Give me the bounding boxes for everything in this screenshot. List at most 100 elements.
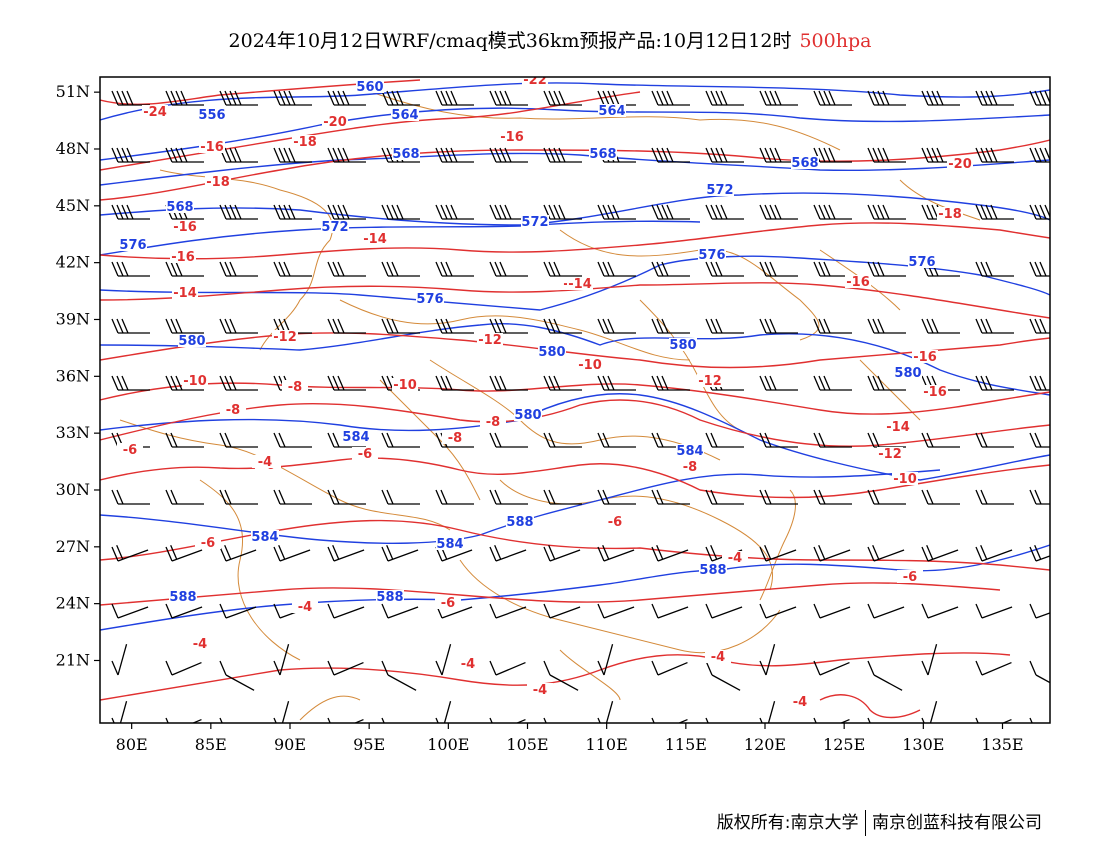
label-bg — [477, 333, 503, 346]
wind-barb — [165, 90, 204, 106]
temperature-label: -6 — [903, 570, 917, 585]
wind-barb — [111, 90, 150, 106]
label-bg — [937, 207, 963, 220]
wind-barb — [651, 90, 690, 106]
label-bg — [699, 563, 727, 576]
label-bg — [376, 590, 404, 603]
label-bg — [538, 345, 566, 358]
label-bg — [392, 378, 418, 391]
temperature-label: -6 — [441, 596, 455, 611]
wind-barb — [273, 432, 312, 448]
temperature-label: -20 — [948, 157, 972, 172]
wind-barb — [867, 717, 871, 723]
wind-barb — [273, 489, 312, 505]
temperature-label: -14 — [363, 232, 387, 247]
wind-barb — [165, 432, 204, 448]
temperature-label: -4 — [711, 650, 725, 665]
height-label: 588 — [376, 590, 403, 605]
wind-barb — [219, 375, 258, 391]
label-bg — [521, 215, 549, 228]
wind-barb — [1029, 318, 1050, 334]
temperature-label: -12 — [478, 333, 502, 348]
wind-barb — [219, 204, 258, 220]
wind-barb — [543, 489, 582, 505]
wind-barb — [111, 375, 150, 391]
wind-barb — [435, 700, 452, 723]
wind-barb — [327, 204, 366, 220]
wind-barb — [921, 603, 959, 619]
wind-barb — [813, 261, 852, 277]
wind-barb — [975, 432, 1014, 448]
temperature-label: -16 — [200, 140, 224, 155]
wind-barb — [165, 717, 202, 723]
temperature-label: -12 — [878, 447, 902, 462]
label-bg — [436, 537, 464, 550]
label-bg — [455, 657, 481, 670]
wind-barb — [975, 660, 1012, 676]
wind-barb — [327, 717, 364, 723]
temperature-label: -16 — [171, 250, 195, 265]
wind-barb — [1029, 147, 1050, 163]
temperature-label: -4 — [298, 600, 312, 615]
wind-barb — [813, 660, 850, 676]
wind-barb — [543, 375, 582, 391]
label-bg — [912, 350, 938, 363]
label-bg — [205, 175, 231, 188]
label-bg — [677, 460, 703, 473]
label-bg — [187, 637, 213, 650]
label-bg — [292, 600, 318, 613]
wind-barb — [543, 147, 582, 163]
wind-barb — [543, 90, 582, 106]
y-tick-label: 33N — [56, 423, 90, 442]
label-bg — [676, 444, 704, 457]
y-axis: 51N 48N 45N 42N 39N 36N 33N 30N 27N 24N 21N — [56, 82, 100, 669]
label-bg — [170, 250, 196, 263]
wind-barb — [975, 545, 1013, 562]
wind-barb — [1029, 432, 1050, 448]
wind-barb — [813, 717, 850, 723]
label-bg — [480, 415, 506, 428]
label-bg — [195, 536, 221, 549]
temperature-label: -8 — [288, 380, 302, 395]
label-bg — [791, 156, 819, 169]
wind-barb — [327, 261, 366, 277]
wind-barb — [327, 489, 366, 505]
temperature-labels: -24 -22 -20 -18 -16 -16 -18 -16 -16 -14 -14 -14 -12 -… — [117, 77, 973, 710]
wind-barb — [219, 90, 258, 106]
temperature-label: -10 — [393, 378, 417, 393]
temperature-label: -14 — [568, 277, 592, 292]
wind-barb — [597, 204, 636, 220]
y-tick-label: 36N — [56, 366, 90, 385]
x-tick-label: 90E — [274, 735, 306, 754]
wind-barb — [435, 204, 474, 220]
wind-barb — [273, 90, 312, 106]
height-label: 588 — [699, 563, 726, 578]
label-bg — [787, 695, 813, 708]
temperature-label: -4 — [728, 551, 742, 566]
label-bg — [922, 385, 948, 398]
temperature-label: -18 — [293, 135, 317, 150]
wind-barb — [489, 318, 528, 334]
height-label: 580 — [669, 338, 696, 353]
wind-barb — [759, 545, 797, 562]
label-bg — [506, 515, 534, 528]
height-label: 556 — [198, 108, 225, 123]
wind-barb — [381, 545, 419, 562]
wind-barb — [597, 432, 636, 448]
wind-barb — [921, 545, 959, 562]
wind-barb — [273, 204, 312, 220]
wind-barb — [867, 603, 905, 619]
wind-barb — [1029, 489, 1050, 505]
label-bg — [722, 551, 748, 564]
y-tick-label: 24N — [56, 594, 90, 613]
label-bg — [172, 220, 198, 233]
label-bg — [514, 408, 542, 421]
height-label: 584 — [251, 530, 278, 545]
wind-barb — [651, 147, 690, 163]
x-tick-label: 125E — [823, 735, 865, 754]
temperature-label: -16 — [500, 130, 524, 145]
wind-barb — [543, 660, 579, 691]
wind-barb — [381, 318, 420, 334]
wind-barb — [975, 375, 1014, 391]
